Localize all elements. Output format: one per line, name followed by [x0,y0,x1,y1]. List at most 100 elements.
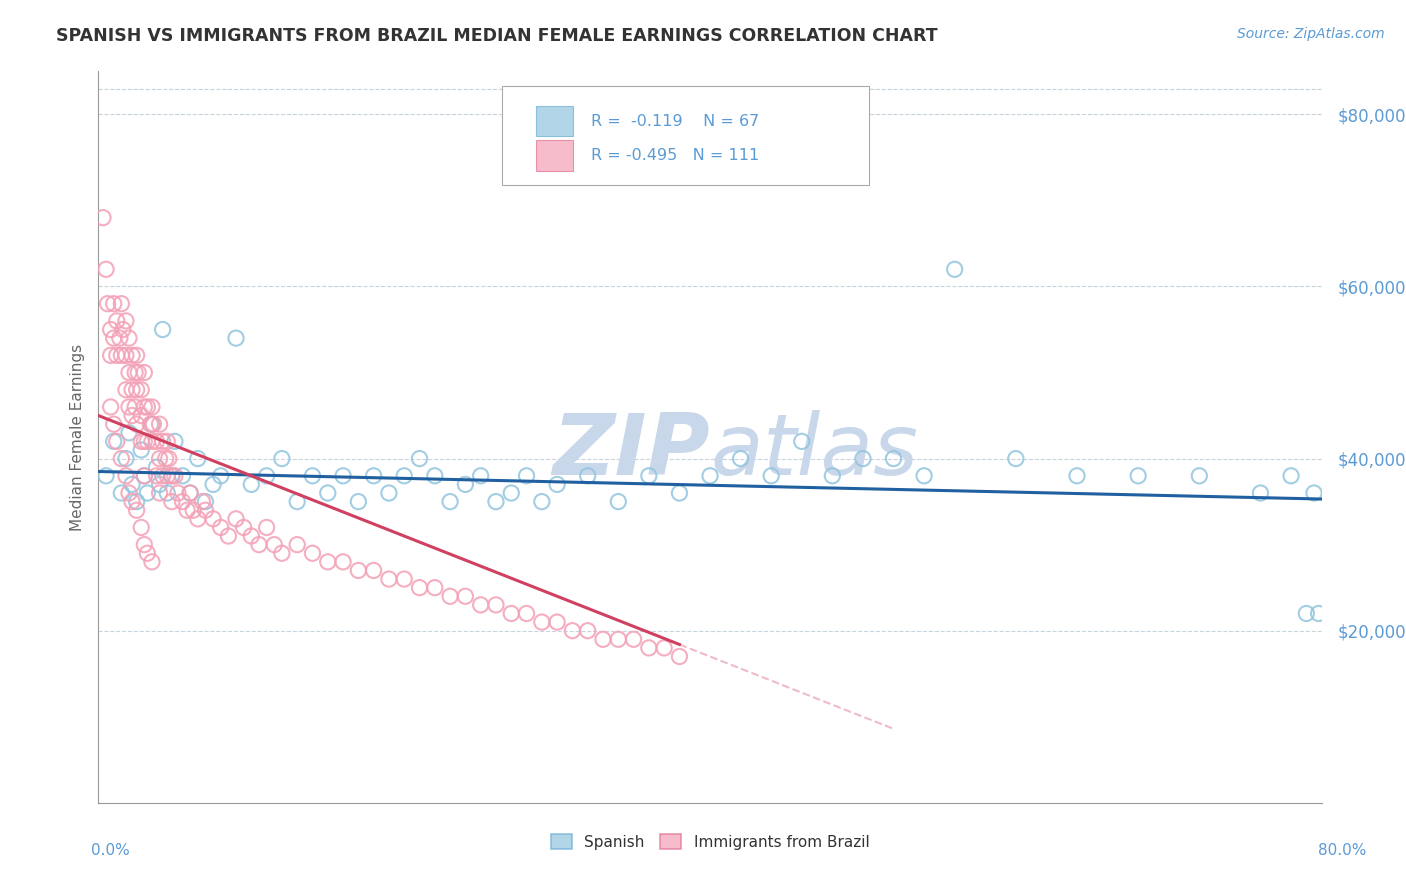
Point [347,564,370,578]
Point [115,451,138,466]
Point [129,442,152,457]
Point [115,383,138,397]
Point [136,486,159,500]
Point [125,417,148,432]
Point [139,417,162,432]
Point [485,598,508,612]
Point [118,366,141,380]
Point [91,211,114,225]
Point [232,520,254,534]
Point [1279,468,1302,483]
Point [100,322,122,336]
Text: Source: ZipAtlas.com: Source: ZipAtlas.com [1237,27,1385,41]
Text: R = -0.495   N = 111: R = -0.495 N = 111 [592,148,759,163]
Point [439,589,461,603]
Point [125,383,148,397]
Point [141,417,163,432]
Point [202,512,225,526]
Point [145,460,167,475]
Point [141,555,163,569]
Point [156,434,179,449]
Point [124,400,146,414]
Point [136,546,159,560]
Point [115,468,138,483]
Point [423,468,446,483]
Point [110,451,132,466]
Point [100,348,122,362]
Point [256,520,278,534]
Legend: Spanish, Immigrants from Brazil: Spanish, Immigrants from Brazil [543,827,877,857]
Point [623,632,645,647]
Point [378,572,401,586]
Point [225,331,247,345]
Point [943,262,966,277]
Point [637,468,661,483]
Point [160,494,183,508]
FancyBboxPatch shape [536,106,574,136]
Point [129,434,152,449]
Point [501,607,523,621]
Point [592,632,614,647]
Point [301,546,323,560]
Point [1308,607,1330,621]
Point [408,451,430,466]
FancyBboxPatch shape [502,86,869,185]
Point [485,494,508,508]
Point [668,486,690,500]
Point [134,468,156,483]
Point [108,331,131,345]
Point [152,468,174,483]
Point [423,581,446,595]
Point [378,486,401,500]
Point [209,520,232,534]
Point [270,451,292,466]
Point [332,555,354,569]
Point [134,400,156,414]
Point [1249,486,1271,500]
Point [176,503,198,517]
Point [408,581,430,595]
Point [141,400,163,414]
Point [156,486,179,500]
Y-axis label: Median Female Earnings: Median Female Earnings [69,343,84,531]
Point [110,486,132,500]
Point [100,400,122,414]
Point [263,538,285,552]
Point [118,425,141,440]
Point [607,632,630,647]
Point [94,262,117,277]
Point [111,322,134,336]
Point [470,468,492,483]
Point [1188,468,1211,483]
Point [103,331,125,345]
Point [115,348,138,362]
Point [105,314,128,328]
Point [105,348,128,362]
Point [576,468,599,483]
Point [912,468,935,483]
Point [125,503,148,517]
Point [202,477,225,491]
Point [187,512,209,526]
Point [118,400,141,414]
Point [217,529,239,543]
Point [821,468,844,483]
Point [730,451,752,466]
Point [332,468,354,483]
Point [316,555,339,569]
Text: atlas: atlas [710,410,918,493]
Point [187,451,209,466]
Point [152,322,174,336]
Point [110,296,132,310]
Point [852,451,875,466]
Point [607,494,630,508]
Point [363,564,385,578]
Point [530,615,553,629]
Point [163,434,186,449]
Point [181,503,204,517]
Point [240,529,263,543]
Point [145,434,167,449]
Point [97,296,120,310]
Point [363,468,385,483]
Point [454,589,477,603]
